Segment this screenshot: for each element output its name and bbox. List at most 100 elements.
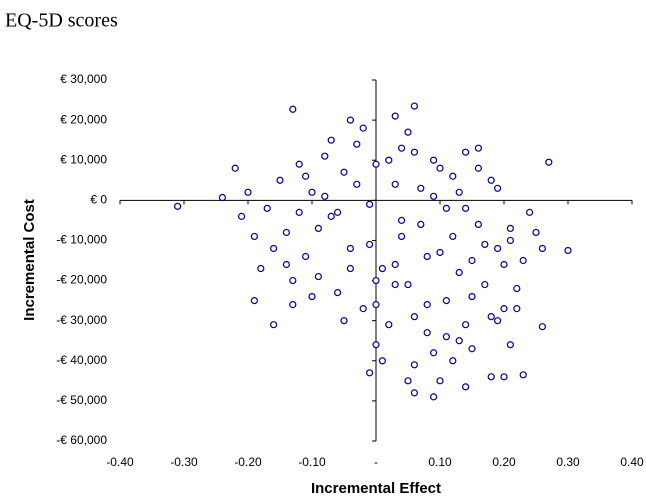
- point: [327, 212, 335, 220]
- point: [468, 345, 476, 353]
- point: [250, 232, 258, 241]
- point: [442, 297, 450, 305]
- point: [506, 236, 514, 245]
- x-axis-label: Incremental Effect: [311, 480, 441, 497]
- point: [244, 188, 252, 196]
- point: [282, 228, 290, 237]
- point: [449, 232, 457, 241]
- point: [404, 128, 412, 136]
- point: [468, 256, 476, 265]
- point: [359, 124, 367, 132]
- point: [487, 176, 495, 184]
- point: [314, 272, 322, 281]
- point: [372, 276, 380, 285]
- x-tick-label: 0.30: [556, 455, 580, 469]
- point: [423, 252, 431, 261]
- x-tick-label: 0.40: [620, 455, 644, 469]
- point: [270, 244, 278, 253]
- point: [366, 200, 374, 208]
- point: [378, 264, 386, 273]
- point: [314, 224, 322, 233]
- point: [398, 232, 406, 241]
- point: [366, 369, 374, 377]
- point: [404, 280, 412, 289]
- point: [423, 301, 431, 309]
- point: [545, 158, 553, 166]
- point: [474, 220, 482, 228]
- point: [334, 288, 342, 297]
- y-tick-label: -€ 60,000: [56, 433, 107, 447]
- point: [442, 333, 450, 341]
- point: [372, 301, 380, 309]
- point: [302, 252, 310, 261]
- point: [308, 293, 316, 301]
- point: [372, 160, 380, 168]
- y-tick-label: € 20,000: [60, 112, 107, 126]
- x-tick-label: 0.20: [492, 455, 516, 469]
- point: [321, 192, 329, 200]
- point: [257, 264, 265, 273]
- point: [391, 180, 399, 188]
- point: [417, 184, 425, 192]
- point: [276, 176, 284, 184]
- point: [506, 341, 514, 349]
- point: [391, 112, 399, 120]
- point: [525, 208, 534, 216]
- point: [506, 224, 514, 233]
- point: [289, 301, 297, 309]
- point: [353, 140, 361, 148]
- point: [532, 228, 540, 237]
- x-tick-label: -0.30: [170, 455, 198, 469]
- y-tick-label: -€ 10,000: [56, 233, 107, 247]
- point: [398, 216, 406, 224]
- y-tick-label: -€ 40,000: [56, 353, 107, 367]
- point: [519, 256, 527, 265]
- x-tick-label: -0.10: [298, 455, 326, 469]
- point: [378, 357, 386, 365]
- point: [449, 357, 457, 365]
- point: [346, 264, 354, 273]
- point: [282, 260, 290, 269]
- point: [474, 144, 482, 152]
- point: [289, 276, 297, 285]
- point: [500, 260, 508, 269]
- point: [346, 244, 354, 253]
- point: [398, 144, 406, 152]
- point: [455, 337, 463, 345]
- y-tick-label: -€ 50,000: [56, 393, 107, 407]
- point: [487, 373, 495, 381]
- point: [410, 313, 418, 321]
- point: [410, 102, 418, 110]
- point: [430, 156, 438, 164]
- point: [436, 248, 444, 257]
- y-tick-label: -€ 30,000: [56, 313, 107, 327]
- x-tick-label: -: [374, 455, 378, 469]
- point: [487, 313, 495, 321]
- x-tick-label: 0.10: [428, 455, 452, 469]
- point: [468, 293, 476, 301]
- point: [231, 164, 239, 172]
- point: [410, 389, 418, 397]
- point: [327, 136, 335, 144]
- point: [494, 244, 502, 253]
- point: [385, 321, 393, 329]
- point: [218, 193, 226, 202]
- point: [436, 164, 444, 172]
- point: [263, 204, 271, 212]
- point: [372, 341, 380, 349]
- point: [295, 160, 303, 168]
- point: [449, 172, 457, 180]
- y-axis-label: Incremental Cost: [21, 199, 38, 321]
- y-tick-label: € 0: [90, 193, 107, 207]
- x-tick-label: -0.20: [234, 455, 262, 469]
- point: [474, 164, 482, 172]
- point: [423, 329, 431, 337]
- point: [353, 180, 361, 188]
- point: [346, 116, 354, 124]
- point: [302, 172, 310, 180]
- point: [391, 280, 399, 289]
- point: [410, 148, 418, 156]
- point: [500, 305, 508, 313]
- point: [308, 188, 316, 196]
